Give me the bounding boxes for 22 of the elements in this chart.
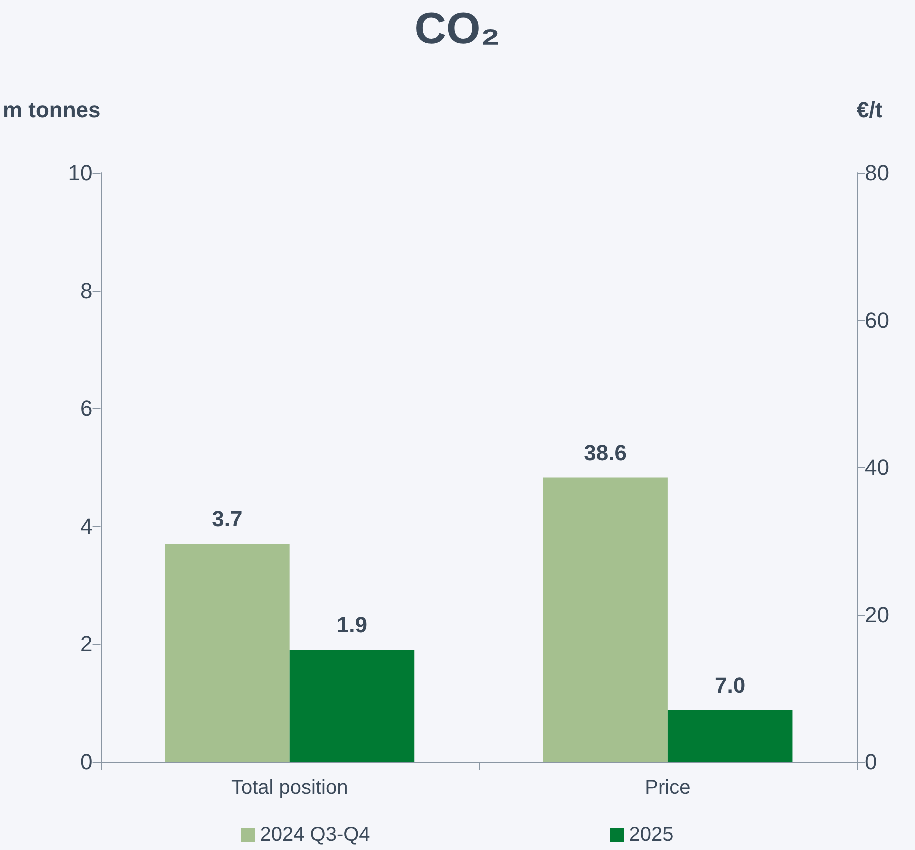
y-axis-title: m tonnes [2,98,101,122]
y-tick-label: 4 [80,514,93,539]
y2-axis-title: €/t [857,98,884,122]
legend-label: 2025 [629,824,674,846]
data-label: 3.7 [212,506,243,532]
y-tick-label: 0 [80,750,93,774]
y2-tick-label: 0 [865,750,878,774]
x-tick-label: Total position [231,777,348,799]
y-tick-label: 2 [80,632,93,657]
y2-tick-label: 40 [865,455,890,480]
data-label: 7.0 [715,672,746,698]
y-tick-label: 8 [80,278,93,304]
y2-tick-label: 60 [865,308,890,333]
y2-tick-label: 20 [865,602,890,628]
y2-tick-label: 80 [865,160,890,186]
y-tick-label: 6 [80,396,93,422]
y-tick-label: 10 [68,160,93,186]
legend-label: 2024 Q3-Q4 [260,824,370,846]
chart-title: CO₂ [414,4,500,54]
x-tick-label: Price [645,777,691,799]
data-label: 1.9 [336,612,368,638]
data-label: 38.6 [584,440,627,466]
